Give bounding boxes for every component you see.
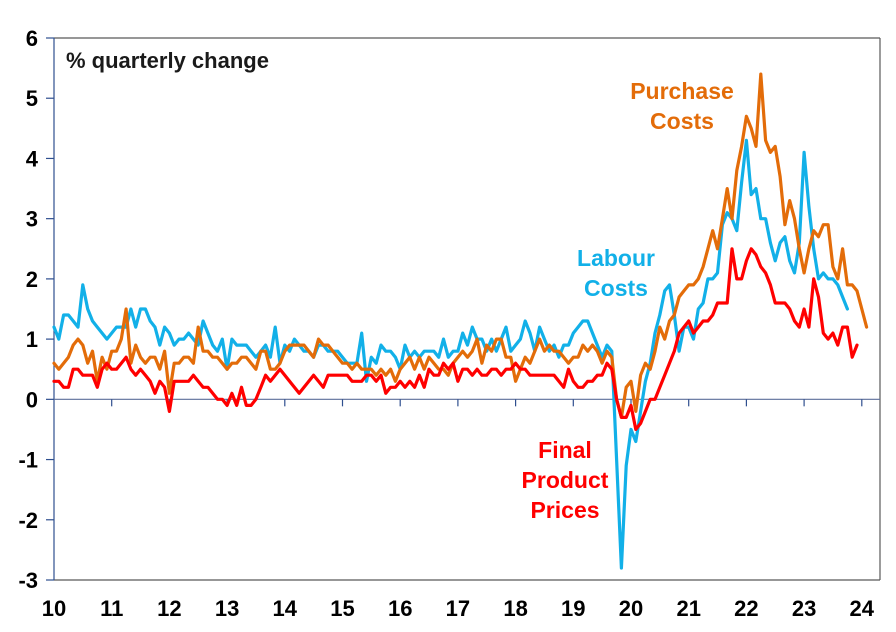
x-tick-label: 16	[388, 596, 412, 621]
series-label-line: Costs	[584, 275, 648, 301]
plot-frame	[54, 37, 881, 581]
x-tick-label: 23	[792, 596, 816, 621]
y-tick-label: 1	[26, 327, 38, 352]
series-layer	[52, 72, 869, 570]
y-tick-label: 3	[26, 207, 38, 232]
series-label-line: Final	[538, 437, 592, 463]
unit-label: % quarterly change	[66, 48, 269, 73]
x-tick-label: 21	[676, 596, 700, 621]
series-line-purchase-costs	[52, 72, 869, 419]
series-line-labour-costs	[52, 138, 850, 570]
series-label-line: Prices	[530, 497, 599, 523]
x-tick-label: 11	[100, 596, 123, 621]
series-label-purchase-costs: Purchase Costs	[630, 78, 734, 134]
x-tick-label: 12	[157, 596, 181, 621]
x-tick-label: 17	[446, 596, 470, 621]
x-tick-label: 13	[215, 596, 239, 621]
x-tick-label: 20	[619, 596, 643, 621]
x-tick-label: 22	[734, 596, 758, 621]
x-tick-label: 18	[503, 596, 527, 621]
y-tick-label: 6	[26, 26, 38, 51]
x-tick-label: 15	[330, 596, 354, 621]
series-label-final-product-prices: Final Product Prices	[522, 437, 609, 523]
series-line-final-product-prices	[52, 247, 859, 431]
series-labels: Labour Costs Purchase Costs Final Product Pric…	[522, 78, 734, 523]
x-tick-label: 19	[561, 596, 585, 621]
y-tick-label: -2	[18, 508, 38, 533]
y-tick-label: 2	[26, 267, 38, 292]
x-tick-label: 10	[42, 596, 66, 621]
y-tick-label: -1	[18, 448, 38, 473]
y-tick-label: 4	[26, 146, 39, 171]
y-tick-label: 5	[26, 86, 38, 111]
x-tick-label: 14	[273, 596, 298, 621]
series-label-labour-costs: Labour Costs	[577, 245, 655, 301]
series-label-line: Labour	[577, 245, 655, 271]
y-tick-label: -3	[18, 568, 38, 593]
series-label-line: Costs	[650, 108, 714, 134]
series-label-line: Product	[522, 467, 609, 493]
series-label-line: Purchase	[630, 78, 734, 104]
x-tick-label: 24	[850, 596, 875, 621]
y-tick-label: 0	[26, 387, 38, 412]
